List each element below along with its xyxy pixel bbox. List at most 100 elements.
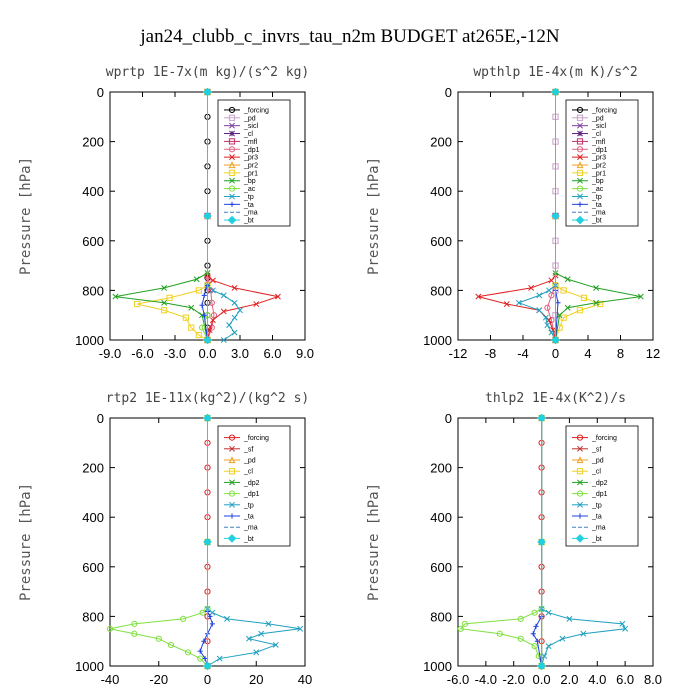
- legend-marker: [577, 479, 583, 486]
- data-point: [237, 307, 243, 314]
- data-point: [619, 620, 626, 627]
- data-point: [551, 87, 560, 97]
- legend-label: _cl: [243, 469, 253, 476]
- data-point: [224, 615, 230, 622]
- y-tick-label: 1000: [75, 659, 104, 674]
- data-point: [231, 329, 238, 336]
- legend-label: _ma: [243, 210, 258, 217]
- legend-label: _tp: [243, 502, 254, 509]
- legend-label: _dp1: [591, 147, 608, 154]
- data-point: [245, 635, 252, 642]
- y-tick-label: 800: [82, 609, 104, 624]
- legend-marker: [227, 534, 237, 543]
- data-point: [195, 331, 202, 339]
- legend-label: _sf: [591, 446, 601, 453]
- data-point: [161, 307, 168, 314]
- data-point: [496, 630, 503, 637]
- data-point: [231, 299, 238, 306]
- data-point: [253, 649, 260, 656]
- data-point: [253, 301, 260, 307]
- legend-marker: [229, 513, 235, 519]
- y-tick-label: 0: [445, 411, 452, 426]
- panel-title: wpthlp 1E-4x(m K)/s^2: [473, 65, 637, 80]
- legend-marker: [229, 122, 235, 129]
- data-point: [231, 284, 238, 291]
- data-point: [556, 324, 563, 331]
- legend-label: _sicl: [243, 123, 258, 130]
- data-point: [560, 314, 567, 321]
- data-point: [544, 322, 551, 329]
- legend: _forcing _sf _pd _cl _dp2 _dp1 _tp _ta _ma _bt: [217, 425, 291, 547]
- x-tick-label: 2.0: [560, 672, 578, 687]
- data-point: [184, 649, 192, 656]
- legend-marker: [228, 138, 236, 145]
- data-point: [536, 292, 543, 299]
- data-point: [133, 300, 141, 308]
- series-line: [109, 418, 208, 667]
- x-tick-label: -9.0: [99, 346, 121, 361]
- legend-label: _pr1: [591, 170, 606, 177]
- x-tick-label: 8: [617, 346, 624, 361]
- data-point: [220, 292, 227, 299]
- data-point: [537, 661, 546, 671]
- x-tick-label: -20: [149, 672, 168, 687]
- panels: wprtp 1E-7x(m kg)/(s^2 kg) Pressure [hPa]…: [18, 65, 662, 687]
- legend-box: [565, 425, 639, 547]
- x-tick-label: -2.0: [503, 672, 525, 687]
- legend-label: _ma: [591, 525, 606, 532]
- legend-label: _ac: [243, 186, 256, 193]
- legend-label: _pr2: [243, 163, 258, 170]
- data-point: [274, 293, 281, 300]
- legend-box: [565, 99, 639, 227]
- legend-label: _sicl: [591, 123, 606, 130]
- data-point: [593, 284, 600, 291]
- y-axis-label: Pressure [hPa]: [18, 157, 34, 275]
- y-tick-label: 200: [82, 461, 104, 476]
- legend-box: [217, 425, 291, 547]
- data-point: [622, 625, 629, 632]
- legend-label: _dp2: [243, 480, 260, 487]
- legend-marker: [577, 513, 583, 519]
- y-tick-label: 600: [82, 234, 104, 249]
- y-tick-label: 800: [430, 609, 452, 624]
- x-tick-label: -8: [485, 346, 497, 361]
- series-bt: [551, 87, 560, 345]
- data-point: [265, 620, 272, 627]
- data-point: [637, 293, 644, 300]
- legend-label: _mfl: [243, 139, 258, 146]
- data-point: [209, 277, 216, 284]
- legend-marker: [227, 215, 237, 225]
- legend-marker: [229, 177, 235, 184]
- data-point: [167, 641, 175, 649]
- data-point: [559, 635, 566, 642]
- data-point: [546, 317, 552, 324]
- data-point: [551, 335, 560, 345]
- data-point: [546, 287, 552, 294]
- data-point: [203, 335, 212, 345]
- x-tick-label: -3.0: [164, 346, 186, 361]
- x-tick-label: 0: [552, 346, 559, 361]
- x-tick-label: 12: [646, 346, 660, 361]
- legend-marker: [576, 146, 584, 153]
- panel-4: thlp2 1E-4x(K^2)/s Pressure [hPa] -6.0 -4.0…: [366, 391, 662, 687]
- x-tick-label: 0: [204, 672, 211, 687]
- data-point: [201, 638, 207, 644]
- legend-marker: [577, 501, 583, 508]
- legend-marker: [228, 490, 236, 497]
- y-tick-label: 400: [82, 184, 104, 199]
- x-tick-label: 0.0: [198, 346, 216, 361]
- y-tick-label: 600: [430, 234, 452, 249]
- legend-marker: [576, 106, 584, 114]
- legend-label: _cl: [591, 131, 601, 138]
- legend-marker: [576, 456, 584, 464]
- legend-marker: [229, 479, 235, 486]
- data-point: [220, 337, 227, 343]
- legend-marker: [577, 130, 583, 137]
- series-dp1: [457, 414, 545, 670]
- legend-marker: [228, 456, 236, 464]
- data-point: [161, 299, 168, 306]
- legend-label: _bt: [591, 218, 602, 225]
- legend: _forcing_pd_sicl_cl_mfl_dp1_pr3_pr2_pr1_…: [565, 99, 639, 227]
- y-tick-label: 1000: [75, 333, 104, 348]
